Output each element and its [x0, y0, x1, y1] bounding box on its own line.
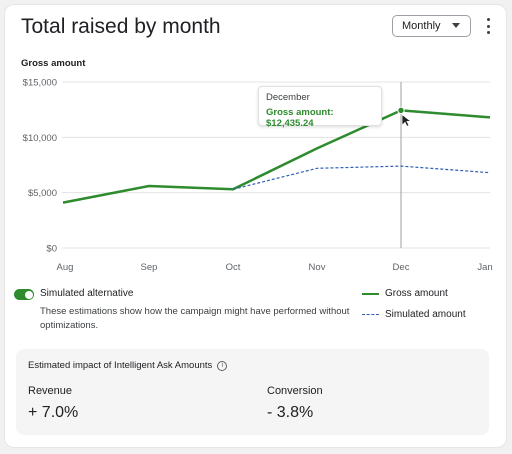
legend-simulated: Simulated amount	[362, 309, 466, 320]
legend-swatch-gross	[362, 292, 379, 295]
x-tick-label: Nov	[309, 262, 326, 273]
period-select[interactable]: Monthly	[392, 15, 471, 37]
simulated-alternative-toggle[interactable]	[14, 289, 34, 300]
chart-tooltip: December Gross amount: $12,435.24	[258, 86, 382, 129]
series-line-gross	[62, 109, 491, 204]
hover-point	[397, 106, 405, 115]
chevron-down-icon	[452, 23, 460, 28]
chart-label: Gross amount	[21, 58, 86, 69]
tooltip-amount: Gross amount: $12,435.24	[266, 107, 334, 129]
impact-title: Estimated impact of Intelligent Ask Amou…	[28, 360, 228, 371]
simulated-alternative-label: Simulated alternative	[40, 288, 134, 299]
revenue-value: + 7.0%	[28, 404, 79, 421]
tooltip-month: December	[266, 92, 310, 103]
series-line-simulated	[232, 165, 491, 190]
conversion-value: - 3.8%	[267, 404, 314, 421]
y-tick-label: $0	[46, 244, 57, 255]
y-tick-label: $5,000	[28, 188, 57, 199]
period-select-value: Monthly	[402, 20, 441, 32]
info-icon[interactable]: i	[217, 360, 228, 371]
page-title: Total raised by month	[21, 15, 221, 38]
legend-swatch-simulated	[362, 314, 379, 315]
mouse-cursor-icon	[401, 113, 413, 127]
impact-title-text: Estimated impact of Intelligent Ask Amou…	[28, 360, 213, 371]
legend-simulated-label: Simulated amount	[385, 309, 466, 320]
conversion-label: Conversion	[267, 385, 323, 397]
x-tick-label: Jan	[477, 262, 492, 273]
legend-gross-label: Gross amount	[385, 288, 448, 299]
more-options-icon[interactable]	[483, 18, 493, 34]
y-tick-label: $10,000	[23, 133, 57, 144]
revenue-label: Revenue	[28, 385, 73, 397]
y-tick-label: $15,000	[23, 78, 57, 89]
impact-panel: Estimated impact of Intelligent Ask Amou…	[16, 349, 489, 435]
x-tick-label: Sep	[141, 262, 158, 273]
legend-gross: Gross amount	[362, 288, 448, 299]
x-tick-label: Oct	[226, 262, 241, 273]
x-tick-label: Dec	[393, 262, 410, 273]
x-tick-label: Aug	[57, 262, 74, 273]
simulated-alternative-description: These estimations show how the campaign …	[40, 306, 350, 331]
